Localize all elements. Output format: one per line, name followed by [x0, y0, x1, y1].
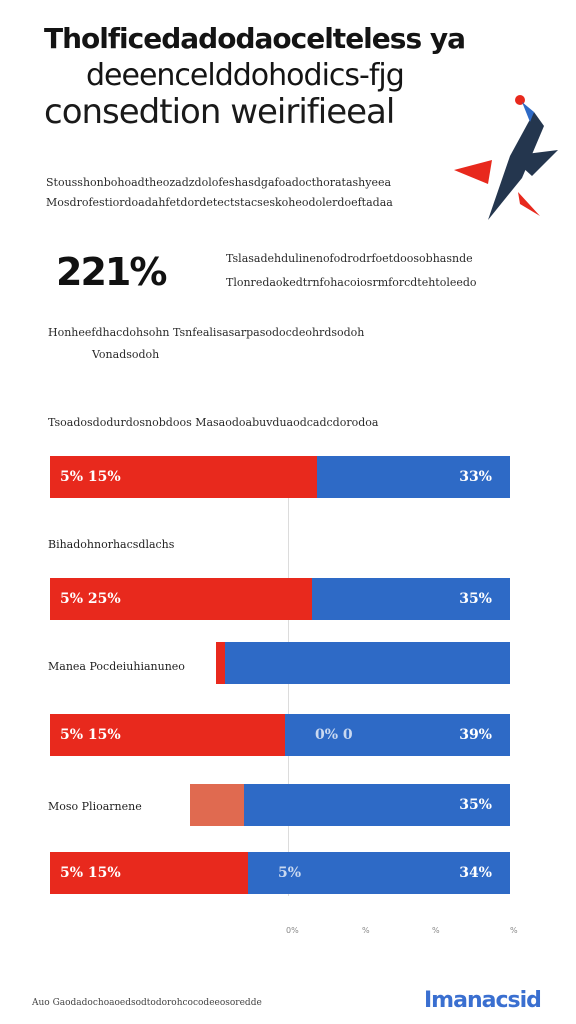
- bar-segment-blue: [285, 714, 510, 756]
- bar-label-blue: 39%: [459, 727, 492, 743]
- x-tick-label: %: [362, 926, 370, 935]
- bar-row: 5% 15% 33%: [50, 456, 510, 498]
- bar-label-red: 5% 15%: [60, 469, 121, 485]
- bar-row: 5% 25% 35%: [50, 578, 510, 620]
- title-line-3: consedtion weirifieeal: [44, 92, 395, 132]
- bar-row: 5% 15% 5% 34%: [50, 852, 510, 894]
- bar-label-blue: 34%: [459, 865, 492, 881]
- bar-segment-red: [50, 714, 285, 756]
- bar-row: 35%: [190, 784, 510, 826]
- bar-segment-blue: [317, 456, 510, 498]
- rocket-illustration: [454, 95, 558, 220]
- stat-value: 221%: [56, 250, 167, 294]
- bar-label-blue: 35%: [459, 797, 492, 813]
- chart-section-heading: Tsoadosdodurdosnobdoos Masaodoabuvduaodc…: [48, 416, 379, 429]
- stat-desc-line-1: Tslasadehdulinenofodrodrfoetdoosobhasnde: [226, 252, 473, 265]
- bar-segment-red: [50, 456, 317, 498]
- bar-segment-blue: [312, 578, 510, 620]
- rocket-nose-accent: [522, 102, 534, 122]
- title-line-1: Tholficedadodaocelteless ya: [44, 22, 466, 55]
- rocket-fin-bottom: [518, 192, 540, 216]
- rocket-body: [488, 112, 544, 220]
- bar-label-mid: 0% 0: [315, 727, 353, 743]
- rocket-flame-left: [454, 160, 492, 184]
- bar-label-mid: 5%: [278, 865, 302, 881]
- x-tick-label: 0%: [286, 926, 299, 935]
- category-label: Bihadohnorhacsdlachs: [48, 538, 175, 551]
- bar-segment-red: [190, 784, 244, 826]
- footer-brand-logo[interactable]: Imanacsid: [424, 988, 542, 1013]
- note-line-1: Honheefdhacdohsohn Tsnfealisasarpasodocd…: [48, 326, 365, 339]
- footer-source: Auo Gaodadochoaoedsodtodorohcocodeeosore…: [32, 998, 262, 1008]
- bar-label-red: 5% 25%: [60, 591, 121, 607]
- x-tick-label: %: [432, 926, 440, 935]
- title-line-2: deeencelddohodics-fjg: [86, 58, 405, 93]
- category-label: Manea Pocdeiuhianuneo: [48, 660, 185, 673]
- rocket-wing: [510, 150, 558, 176]
- bar-row: [216, 642, 510, 684]
- stat-desc-line-2: Tlonredaokedtrnfohacoiosrmforcdtehtoleed…: [226, 276, 477, 289]
- bar-segment-red: [50, 852, 248, 894]
- bar-segment-red: [50, 578, 312, 620]
- bar-label-red: 5% 15%: [60, 727, 121, 743]
- category-label: Moso Plioarnene: [48, 800, 142, 813]
- bar-segment-blue: [248, 852, 510, 894]
- note-line-2: Vonadsodoh: [92, 348, 160, 361]
- intro-line-1: Stousshonbohoadtheozadzdolofeshasdgafoad…: [46, 176, 392, 189]
- bar-label-red: 5% 15%: [60, 865, 121, 881]
- bar-segment-blue: [244, 784, 510, 826]
- intro-line-2: Mosdrofestiordoadahfetdordetectstacsesko…: [46, 196, 393, 209]
- bar-label-blue: 35%: [459, 591, 492, 607]
- bar-label-blue: 33%: [459, 469, 492, 485]
- bar-segment-blue: [225, 642, 510, 684]
- bar-segment-red: [216, 642, 225, 684]
- x-tick-label: %: [510, 926, 518, 935]
- bar-row: 5% 15% 0% 0 39%: [50, 714, 510, 756]
